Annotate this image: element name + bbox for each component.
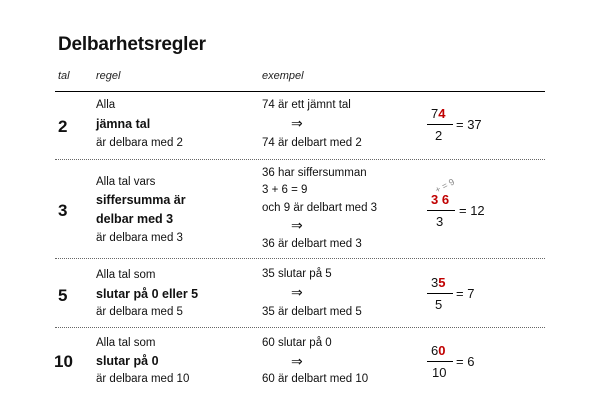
fraction-denominator: 5 — [435, 297, 443, 312]
implies-arrow: ⇒ — [291, 284, 303, 300]
example-conclusion: 36 är delbart med 3 — [262, 238, 362, 250]
fraction-denominator: 10 — [432, 365, 447, 380]
last-digit-highlight: 5 — [438, 275, 446, 290]
rule-condition: slutar på 0 — [96, 354, 159, 368]
header-tal: tal — [58, 70, 70, 82]
divisor-number: 10 — [54, 352, 73, 371]
page-title: Delbarhetsregler — [58, 34, 206, 55]
fraction-bar — [427, 293, 453, 294]
example-line: 60 slutar på 0 — [262, 337, 332, 349]
example-conclusion: 35 är delbart med 5 — [262, 306, 362, 318]
last-digit-highlight: 0 — [438, 343, 446, 358]
fraction-result: = 12 — [459, 203, 485, 218]
fraction-result: = 7 — [456, 286, 475, 301]
row-divider — [55, 327, 545, 328]
header-exempel: exempel — [262, 70, 304, 82]
digit-highlight: 6 — [441, 192, 450, 207]
row-divider — [55, 159, 545, 160]
example-line: och 9 är delbart med 3 — [262, 202, 378, 214]
divisor-number: 2 — [58, 117, 68, 136]
rule-condition: siffersumma är — [96, 193, 186, 207]
rule-condition: slutar på 0 eller 5 — [96, 287, 199, 301]
last-digit-highlight: 4 — [438, 106, 446, 121]
fraction-numerator: 3 6 — [431, 192, 449, 207]
implies-arrow: ⇒ — [291, 217, 303, 233]
rule-conclusion: är delbara med 10 — [96, 373, 190, 385]
rule-intro: Alla — [96, 99, 116, 111]
example-line: 35 slutar på 5 — [262, 268, 332, 280]
example-conclusion: 60 är delbart med 10 — [262, 373, 369, 385]
digit-highlight: 3 — [431, 192, 439, 207]
fraction-bar — [427, 124, 453, 125]
fraction-denominator: 3 — [436, 214, 444, 229]
row-divider — [55, 258, 545, 259]
implies-arrow: ⇒ — [291, 115, 303, 131]
fraction-numerator: 60 — [431, 343, 446, 358]
fraction-numerator: 74 — [431, 106, 446, 121]
fraction-result: = 6 — [456, 354, 475, 369]
rule-intro: Alla tal som — [96, 337, 156, 349]
rule-condition: delbar med 3 — [96, 212, 174, 226]
rule-conclusion: är delbara med 3 — [96, 232, 183, 244]
fraction-bar — [427, 210, 455, 211]
example-conclusion: 74 är delbart med 2 — [262, 137, 362, 149]
rule-conclusion: är delbara med 2 — [96, 137, 183, 149]
header-regel: regel — [96, 70, 121, 82]
fraction-bar — [427, 361, 453, 362]
rule-conclusion: är delbara med 5 — [96, 306, 183, 318]
rule-condition: jämna tal — [96, 117, 151, 131]
implies-arrow: ⇒ — [291, 353, 303, 369]
rule-intro: Alla tal som — [96, 269, 156, 281]
fraction-numerator: 35 — [431, 275, 446, 290]
rule-intro: Alla tal vars — [96, 176, 156, 188]
fraction-denominator: 2 — [435, 128, 443, 143]
divisor-number: 5 — [58, 286, 68, 305]
example-line: 74 är ett jämnt tal — [262, 99, 351, 111]
example-line: 3 + 6 = 9 — [262, 184, 308, 196]
fraction-result: = 37 — [456, 117, 482, 132]
header-divider — [55, 91, 545, 92]
example-line: 36 har siffersumman — [262, 167, 367, 179]
divisor-number: 3 — [58, 201, 68, 220]
